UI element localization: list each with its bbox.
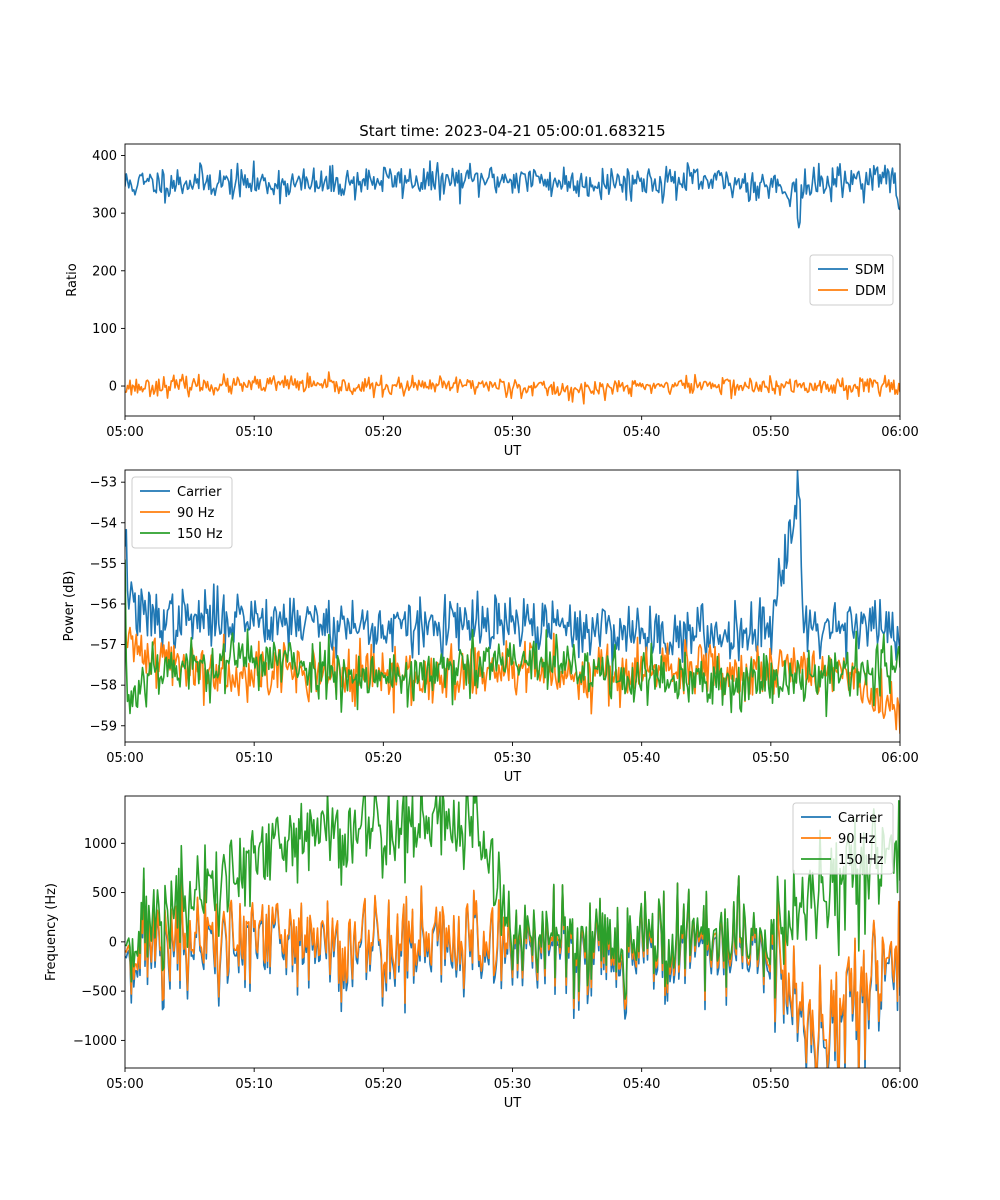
series-150-hz-line — [125, 559, 900, 718]
legend: Carrier 90 Hz 150 Hz — [792, 802, 894, 875]
y-tick-label: 200 — [92, 264, 117, 279]
power-panel: 05:00 05:10 05:20 05:30 05:40 05:50 06:00 −59 −5… — [62, 469, 919, 785]
y-tick-label: −53 — [90, 476, 117, 491]
y-axis-label: Power (dB) — [62, 571, 77, 642]
x-tick-label: 05:00 — [106, 1077, 143, 1092]
plot-lines — [125, 160, 900, 405]
y-tick-label: −57 — [90, 638, 117, 653]
x-tick-label: 05:10 — [235, 1077, 272, 1092]
y-tick-label: −59 — [90, 719, 117, 734]
x-tick-label: 05:00 — [106, 751, 143, 766]
x-tick-label: 05:50 — [752, 1077, 789, 1092]
x-tick-label: 05:50 — [752, 425, 789, 440]
x-tick-label: 05:20 — [365, 1077, 402, 1092]
frequency-panel: 05:00 05:10 05:20 05:30 05:40 05:50 06:00 −1000… — [44, 795, 919, 1111]
plot-lines — [125, 470, 900, 734]
x-tick-label: 05:40 — [623, 425, 660, 440]
series-ddm-line — [125, 371, 900, 405]
x-tick-label: 05:20 — [365, 751, 402, 766]
y-tick-label: 400 — [92, 149, 117, 164]
x-tick-label: 06:00 — [881, 751, 918, 766]
legend-label-carrier: Carrier — [838, 811, 883, 826]
y-tick-label: 100 — [92, 322, 117, 337]
legend-label-carrier: Carrier — [177, 485, 222, 500]
y-tick-label: −1000 — [73, 1034, 117, 1049]
x-tick-label: 06:00 — [881, 1077, 918, 1092]
legend-frame — [792, 802, 894, 875]
legend-label-150-hz: 150 Hz — [838, 853, 884, 868]
x-tick-label: 05:30 — [494, 751, 531, 766]
y-tick-label: −54 — [90, 516, 117, 531]
y-tick-label: −500 — [81, 985, 117, 1000]
x-tick-label: 05:40 — [623, 1077, 660, 1092]
y-tick-label: 0 — [109, 935, 117, 950]
legend-frame — [131, 476, 233, 549]
x-axis-label: UT — [504, 1096, 522, 1111]
legend-frame — [809, 254, 894, 306]
x-tick-label: 05:10 — [235, 751, 272, 766]
y-tick-label: −56 — [90, 597, 117, 612]
x-tick-label: 05:20 — [365, 425, 402, 440]
y-axis-label: Ratio — [65, 263, 80, 296]
y-axis-label: Frequency (Hz) — [44, 883, 59, 981]
x-tick-label: 05:50 — [752, 751, 789, 766]
x-tick-label: 05:30 — [494, 1077, 531, 1092]
y-tick-label: 500 — [92, 886, 117, 901]
legend-label-90-hz: 90 Hz — [838, 832, 875, 847]
legend-label-150-hz: 150 Hz — [177, 527, 223, 542]
ratio-panel: 05:00 05:10 05:20 05:30 05:40 05:50 06:00 0 100 2… — [65, 143, 919, 459]
x-tick-label: 05:00 — [106, 425, 143, 440]
series-90-hz-line — [125, 620, 900, 734]
legend-label-90-hz: 90 Hz — [177, 506, 214, 521]
series-150-hz-line — [125, 796, 900, 1000]
x-axis-label: UT — [504, 770, 522, 785]
figure-title: Start time: 2023-04-21 05:00:01.683215 — [359, 122, 665, 140]
y-tick-label: −58 — [90, 679, 117, 694]
legend: SDM DDM — [809, 254, 894, 306]
series-sdm-line — [125, 160, 900, 229]
legend-label-ddm: DDM — [855, 284, 886, 299]
x-tick-label: 05:10 — [235, 425, 272, 440]
x-tick-label: 05:30 — [494, 425, 531, 440]
x-axis-label: UT — [504, 444, 522, 459]
legend-label-sdm: SDM — [855, 263, 884, 278]
y-tick-label: 1000 — [84, 837, 117, 852]
plot-lines — [125, 796, 900, 1068]
series-carrier-line — [125, 470, 900, 676]
y-tick-label: 300 — [92, 207, 117, 222]
legend: Carrier 90 Hz 150 Hz — [131, 476, 233, 549]
y-tick-label: −55 — [90, 557, 117, 572]
x-tick-label: 06:00 — [881, 425, 918, 440]
x-tick-label: 05:40 — [623, 751, 660, 766]
y-tick-label: 0 — [109, 380, 117, 395]
